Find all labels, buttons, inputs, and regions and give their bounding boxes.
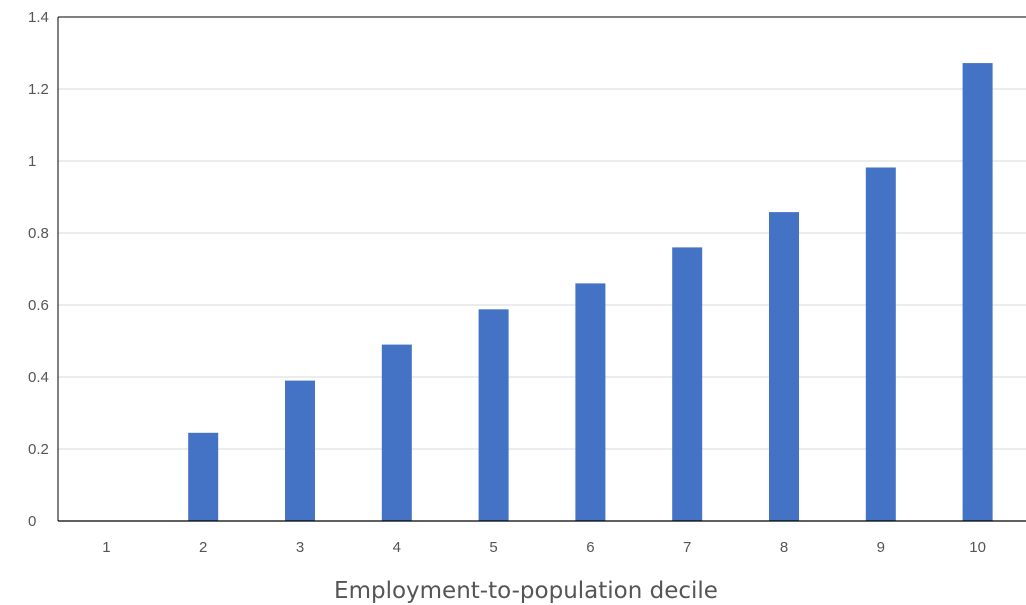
y-tick-label: 0.4 bbox=[28, 369, 49, 386]
gridlines bbox=[57, 16, 1026, 521]
y-tick-label: 0 bbox=[28, 513, 36, 530]
bar bbox=[478, 309, 509, 521]
y-tick-label: 1 bbox=[28, 153, 36, 170]
y-tick-label: 0.2 bbox=[28, 441, 49, 458]
bar bbox=[769, 212, 799, 521]
x-tick-label: 9 bbox=[877, 539, 885, 556]
x-tick-label: 2 bbox=[199, 539, 207, 556]
x-axis-ticks: 1 2 3 4 5 6 7 8 9 10 bbox=[102, 539, 986, 556]
bar bbox=[962, 63, 993, 522]
bar bbox=[188, 432, 219, 521]
x-tick-label: 4 bbox=[393, 539, 401, 556]
bar bbox=[865, 167, 896, 522]
y-axis-ticks: 0 0.2 0.4 0.6 0.8 1 1.2 1.4 bbox=[28, 9, 49, 530]
x-tick-label: 10 bbox=[969, 539, 986, 556]
bar bbox=[381, 344, 412, 521]
y-tick-label: 1.2 bbox=[28, 81, 49, 98]
x-tick-label: 6 bbox=[586, 539, 594, 556]
y-tick-label: 0.6 bbox=[28, 297, 49, 314]
x-tick-label: 3 bbox=[296, 539, 304, 556]
bar bbox=[285, 380, 315, 521]
y-tick-label: 1.4 bbox=[28, 9, 49, 26]
bar bbox=[575, 283, 606, 521]
x-tick-label: 1 bbox=[102, 539, 110, 556]
bar bbox=[672, 247, 703, 521]
x-tick-label: 5 bbox=[489, 539, 497, 556]
y-tick-label: 0.8 bbox=[28, 225, 49, 242]
x-tick-label: 7 bbox=[683, 539, 691, 556]
x-tick-label: 8 bbox=[780, 539, 788, 556]
x-axis-title: Employment-to-population decile bbox=[334, 578, 718, 604]
bars bbox=[188, 63, 993, 522]
